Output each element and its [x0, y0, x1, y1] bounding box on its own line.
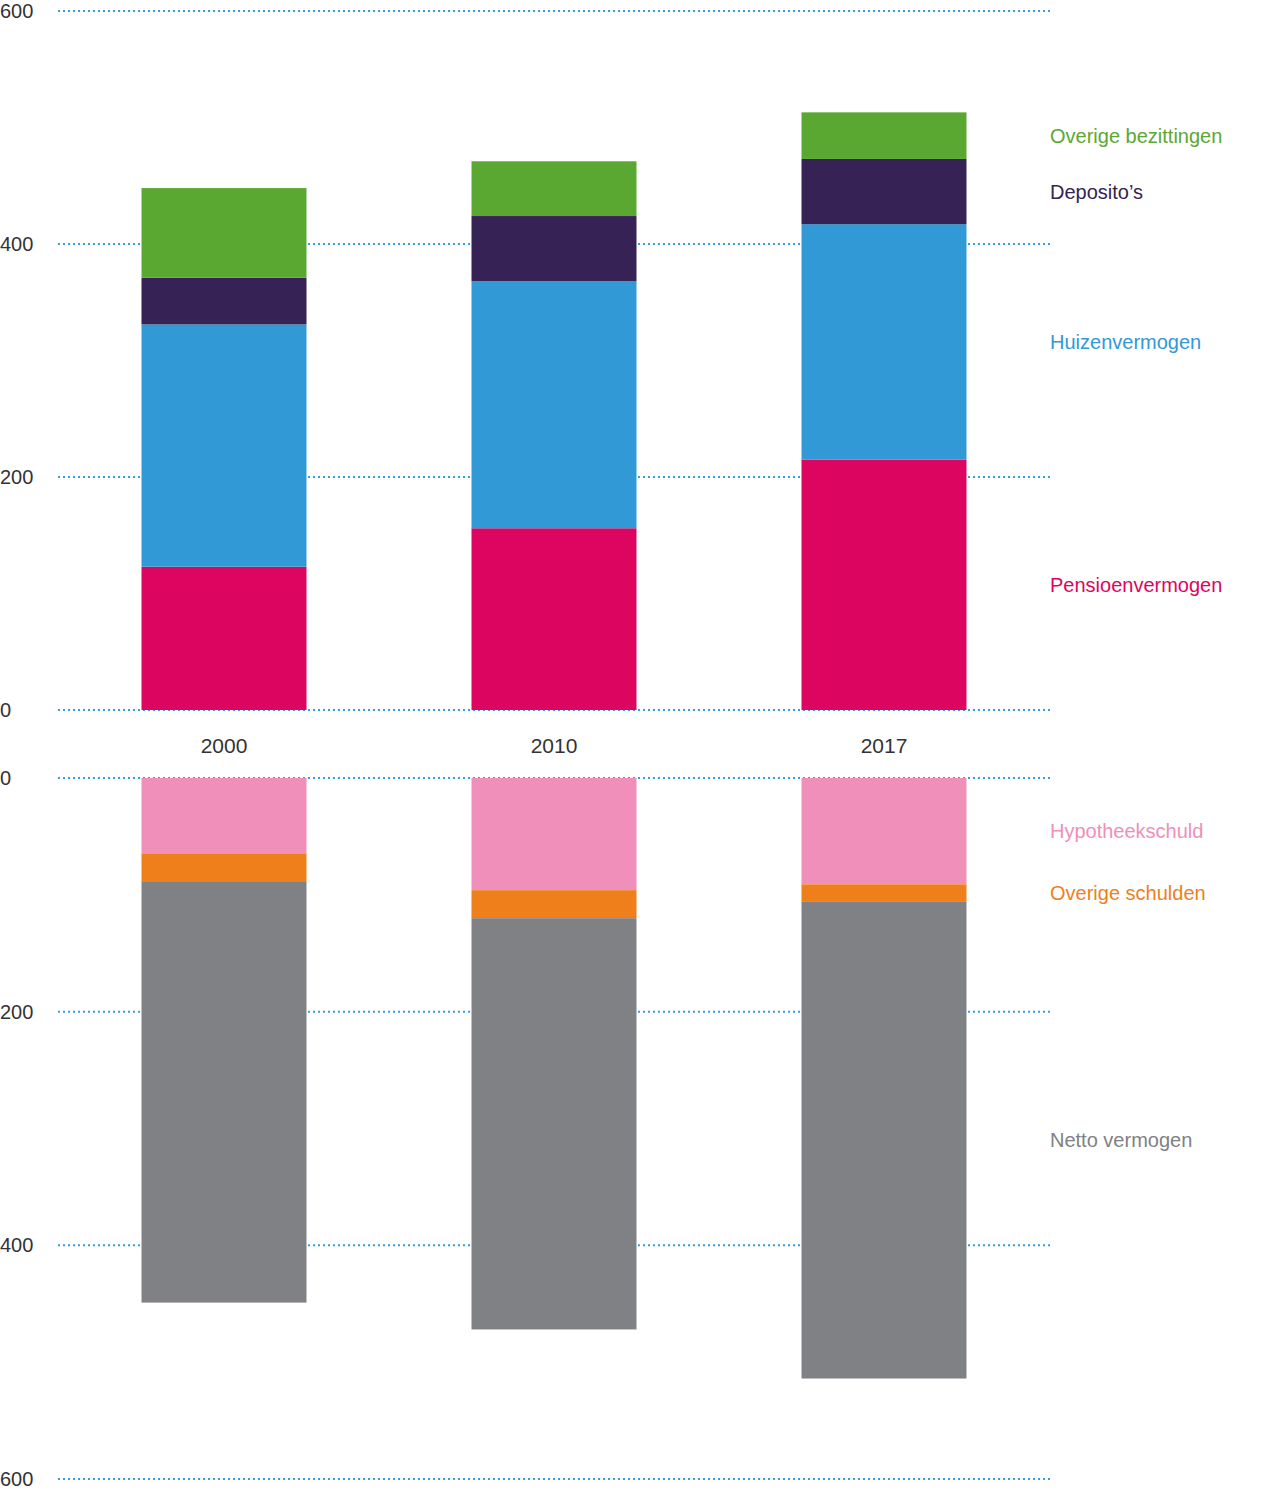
y-tick-label: 200	[0, 1001, 33, 1023]
bar-segment	[142, 882, 307, 1303]
legend-label: Pensioenvermogen	[1050, 574, 1222, 596]
bar-segment	[142, 854, 307, 882]
legend-label: Huizenvermogen	[1050, 331, 1201, 353]
y-tick-label: 600	[0, 0, 33, 22]
legend-label: Netto vermogen	[1050, 1129, 1192, 1151]
bar-segment	[472, 890, 637, 918]
y-tick-label: 0	[0, 767, 11, 789]
bar-segment	[472, 528, 637, 710]
y-tick-label: 0	[0, 699, 11, 721]
legend-label: Hypotheekschuld	[1050, 820, 1203, 842]
y-tick-label: 400	[0, 1234, 33, 1256]
grid-line	[58, 10, 1050, 12]
bar-segment	[142, 324, 307, 566]
bars	[142, 112, 967, 710]
bar-segment	[472, 778, 637, 890]
x-tick-label: 2010	[531, 734, 578, 757]
bars	[142, 778, 967, 1379]
x-tick-label: 2000	[201, 734, 248, 757]
y-tick-label: 600	[0, 1468, 33, 1490]
bar-segment	[142, 567, 307, 710]
legend-label: Overige bezittingen	[1050, 125, 1222, 147]
x-tick-label: 2017	[861, 734, 908, 757]
legend-label: Deposito’s	[1050, 181, 1143, 203]
bar-segment	[142, 188, 307, 278]
bar-segment	[472, 918, 637, 1329]
bar-segment	[142, 778, 307, 854]
bar-segment	[802, 224, 967, 459]
bar-segment	[472, 161, 637, 216]
y-tick-label: 400	[0, 233, 33, 255]
bar-segment	[802, 112, 967, 159]
grid-line	[58, 1478, 1050, 1480]
bar-segment	[142, 278, 307, 325]
legend-label: Overige schulden	[1050, 882, 1206, 904]
bar-segment	[802, 902, 967, 1379]
bar-segment	[802, 884, 967, 902]
bar-segment	[472, 216, 637, 281]
bar-segment	[802, 778, 967, 884]
y-tick-label: 200	[0, 466, 33, 488]
bar-segment	[472, 281, 637, 528]
chart: 0200400600200020102017PensioenvermogenHu…	[0, 0, 1279, 1491]
panel-0: 0 200 400 600 2000 2010 2017 Pensioenvermogen Hu…	[0, 0, 1222, 757]
bar-segment	[802, 460, 967, 710]
bar-segment	[802, 159, 967, 224]
panel-1: 0 200 400 600 Hypotheekschuld Overige schulde…	[0, 767, 1206, 1490]
